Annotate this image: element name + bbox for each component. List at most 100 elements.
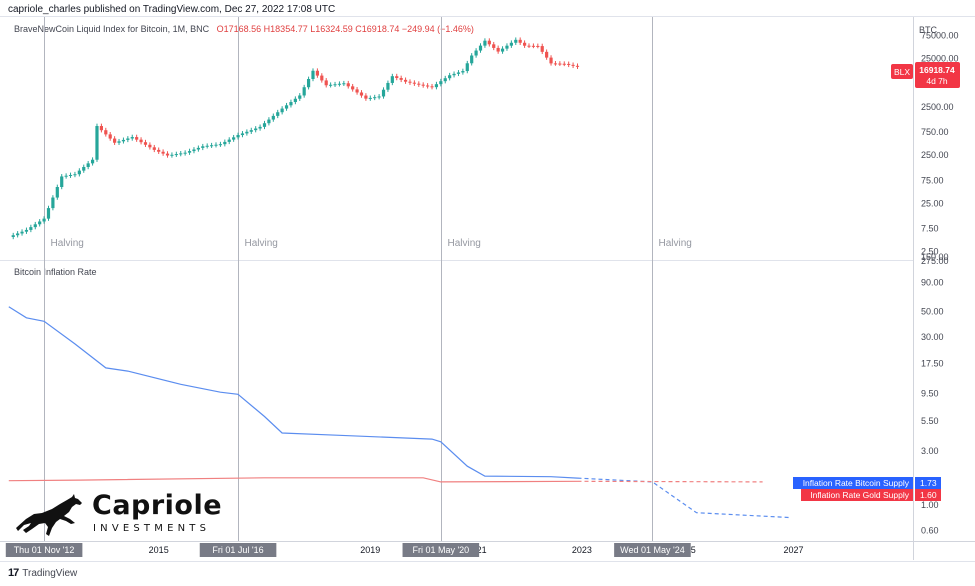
btc-inflation-series-name: Inflation Rate Bitcoin Supply (803, 478, 910, 488)
candle-body (562, 63, 566, 65)
indicator-axis-tick: 9.50 (921, 389, 939, 399)
candle-body (412, 82, 416, 84)
candle-body (518, 39, 522, 43)
candle-body (267, 119, 271, 124)
price-axis-tick: 2500.00 (921, 102, 954, 112)
candle-body (377, 96, 381, 98)
candle-body (474, 50, 478, 56)
candle-body (104, 130, 108, 135)
candle-body (192, 149, 196, 152)
price-unit-label: BTC (919, 25, 937, 35)
candle-body (302, 87, 306, 96)
indicator-axis-tick: 5.50 (921, 416, 939, 426)
candle-body (567, 63, 571, 65)
candle-body (55, 187, 59, 198)
halving-lines: Halving Halving Halving Halving (44, 17, 692, 541)
ohlc-high: H18354.77 (263, 24, 308, 34)
candle-body (553, 63, 558, 65)
time-axis-highlight-label: Fri 01 May '20 (412, 545, 469, 555)
candle-body (531, 45, 536, 47)
candle-body (430, 86, 434, 88)
candle-body (64, 175, 68, 177)
candle-body (456, 72, 461, 74)
candle-body (293, 98, 297, 103)
candle-body (448, 75, 452, 79)
candle-body (509, 42, 513, 46)
time-axis-highlight (614, 543, 691, 557)
candle-body (311, 70, 315, 79)
halving-label: Halving (659, 238, 692, 249)
candle-body (46, 208, 51, 219)
candle-body (210, 145, 214, 147)
candle-body (236, 135, 240, 138)
time-axis-highlight (402, 543, 480, 557)
tradingview-logo-icon: 17 (8, 567, 19, 579)
candle-body (461, 71, 465, 73)
candle-body (77, 170, 81, 175)
blx-badge-countdown: 4d 7h (926, 76, 948, 86)
indicator-pane-title: Bitcoin Inflation Rate (14, 267, 97, 277)
candle-body (16, 233, 20, 236)
candle-body (218, 144, 223, 146)
candle-body (11, 235, 15, 237)
candle-body (183, 152, 187, 154)
candle-body (514, 39, 518, 43)
candle-body (258, 126, 262, 129)
price-axis-tick: 25000.00 (921, 54, 959, 64)
price-axis-tick: 2.50 (921, 247, 939, 257)
indicator-axis-tick: 1.00 (921, 500, 939, 510)
candle-body (73, 174, 77, 176)
candle-body (82, 166, 86, 171)
gold-inflation-last-value: 1.60 (920, 490, 937, 500)
price-axis-tick: 75000.00 (921, 31, 959, 41)
tradingview-footer[interactable]: 17 TradingView (8, 567, 77, 579)
candle-body (126, 138, 130, 140)
candle-body (201, 146, 205, 148)
btc-inflation-projection (577, 477, 790, 519)
logo-tagline: INVESTMENTS (93, 523, 211, 534)
candle-body (500, 48, 505, 52)
candle-body (68, 174, 73, 176)
candle-body (157, 149, 161, 152)
candle-body (324, 80, 328, 86)
candle-body (298, 95, 302, 99)
candle-body (245, 131, 249, 134)
capriole-logo: Capriole INVESTMENTS (12, 490, 222, 538)
candle-body (262, 123, 267, 127)
candle-body (121, 139, 126, 142)
time-axis-tick: 2027 (783, 545, 803, 555)
candle-body (364, 95, 368, 99)
time-axis-highlight-label: Thu 01 Nov '12 (14, 545, 75, 555)
candle-body (355, 89, 359, 93)
candle-body (227, 139, 231, 142)
candle-body (152, 147, 156, 150)
candle-body (426, 85, 430, 87)
candle-body (38, 221, 42, 225)
halving-label: Halving (448, 238, 481, 249)
horse-icon (16, 494, 82, 536)
candle-body (95, 126, 99, 160)
candle-body (29, 227, 33, 230)
candle-body (439, 81, 443, 85)
candle-body (320, 75, 324, 81)
blx-price-badge: BLX 16918.74 4d 7h (891, 62, 960, 88)
candle-body (527, 45, 531, 47)
candle-body (196, 147, 200, 150)
candle-body (20, 231, 24, 234)
time-axis-highlight (199, 543, 277, 557)
candle-body (139, 139, 143, 143)
candle-body (254, 128, 258, 131)
candle-body (403, 79, 408, 82)
indicator-axis-tick: 3.00 (921, 446, 939, 456)
candle-body (368, 97, 372, 99)
price-candles (11, 37, 580, 240)
indicator-axis-tick: 90.00 (921, 277, 944, 287)
indicator-axis-tick: 150.00 (921, 252, 949, 262)
candle-body (170, 154, 174, 156)
candle-body (346, 83, 350, 87)
candle-body (496, 47, 500, 52)
candle-body (558, 63, 562, 65)
candle-body (240, 133, 245, 136)
